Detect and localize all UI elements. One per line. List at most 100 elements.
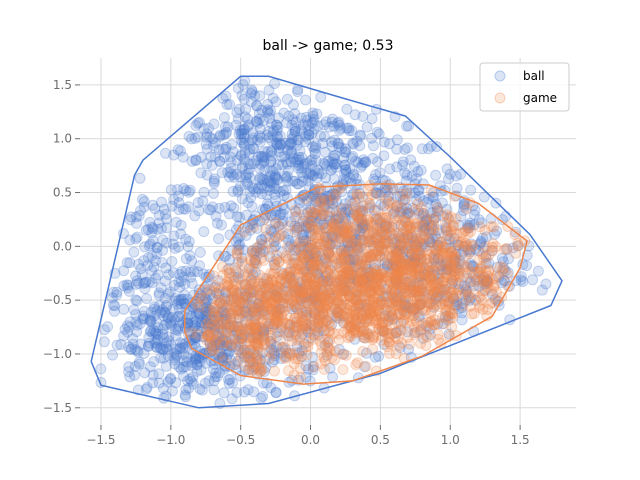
point-ball (166, 385, 178, 397)
point-ball (127, 338, 139, 350)
point-ball (309, 142, 321, 154)
point-ball (441, 203, 453, 215)
point-game (426, 305, 438, 317)
point-ball (236, 162, 248, 174)
point-ball (296, 229, 308, 241)
point-ball (282, 292, 294, 304)
point-ball (321, 160, 333, 172)
point-ball (253, 298, 265, 310)
point-ball (389, 237, 401, 249)
point-ball (357, 220, 369, 231)
point-ball (214, 129, 226, 141)
point-ball (124, 214, 136, 226)
point-ball (369, 351, 381, 363)
point-ball (354, 129, 366, 141)
point-ball (417, 195, 429, 207)
point-ball (389, 206, 401, 218)
point-ball (344, 272, 356, 284)
point-ball (398, 306, 410, 318)
point-ball (303, 251, 314, 263)
point-ball (397, 252, 409, 264)
point-ball (396, 282, 408, 294)
point-ball (234, 238, 246, 250)
point-ball (322, 275, 334, 287)
point-game (449, 253, 461, 265)
point-game (349, 201, 361, 213)
point-ball (416, 285, 428, 297)
point-ball (271, 119, 283, 131)
point-ball (348, 254, 360, 266)
point-ball (413, 207, 425, 219)
point-ball (324, 264, 336, 276)
point-ball (175, 275, 187, 287)
point-ball (266, 226, 278, 238)
point-ball (141, 293, 153, 305)
point-ball (340, 285, 352, 297)
point-ball (236, 252, 248, 264)
point-ball (317, 275, 329, 287)
point-game (270, 217, 282, 228)
point-ball (356, 222, 368, 234)
point-ball (268, 259, 280, 271)
point-game (246, 307, 258, 319)
point-ball (297, 283, 309, 295)
point-ball (465, 260, 477, 272)
point-ball (339, 268, 351, 280)
point-ball (263, 107, 275, 119)
point-ball (283, 110, 295, 122)
point-ball (441, 163, 453, 175)
point-game (461, 267, 472, 279)
point-ball (282, 158, 293, 170)
point-ball (409, 187, 421, 199)
point-ball (349, 333, 361, 345)
point-ball (264, 181, 275, 193)
point-ball (333, 212, 345, 224)
point-ball (361, 302, 373, 314)
point-ball (322, 210, 334, 222)
point-ball (371, 222, 383, 234)
point-ball (234, 230, 246, 242)
point-ball (281, 93, 293, 105)
point-ball (398, 233, 410, 245)
point-ball (402, 264, 414, 275)
point-ball (186, 133, 197, 145)
point-ball (138, 255, 150, 267)
point-game (422, 316, 434, 328)
point-ball (301, 222, 312, 234)
point-ball (346, 269, 358, 281)
point-ball (346, 152, 358, 164)
point-game (362, 219, 374, 231)
point-ball (187, 302, 199, 314)
point-ball (144, 326, 156, 337)
point-ball (228, 271, 240, 283)
point-ball (352, 276, 364, 287)
point-ball (192, 117, 204, 129)
point-ball (308, 144, 320, 156)
point-ball (340, 164, 352, 176)
point-ball (153, 287, 165, 299)
point-ball (378, 200, 390, 212)
point-ball (381, 283, 393, 295)
point-ball (152, 223, 164, 235)
point-ball (305, 230, 317, 242)
point-ball (296, 162, 308, 174)
point-ball (323, 287, 335, 299)
point-ball (157, 244, 169, 256)
point-ball (379, 310, 391, 322)
point-ball (180, 233, 192, 245)
point-ball (98, 336, 110, 348)
point-game (405, 222, 417, 234)
point-ball (490, 197, 502, 209)
point-ball (234, 211, 246, 223)
point-ball (383, 190, 395, 202)
point-ball (212, 275, 224, 286)
point-ball (372, 156, 384, 168)
point-game (230, 266, 242, 277)
point-ball (249, 266, 261, 278)
point-ball (327, 188, 339, 200)
point-ball (297, 289, 309, 300)
point-ball (186, 278, 198, 289)
point-ball (336, 207, 348, 219)
point-ball (296, 176, 308, 187)
point-ball (450, 170, 462, 182)
